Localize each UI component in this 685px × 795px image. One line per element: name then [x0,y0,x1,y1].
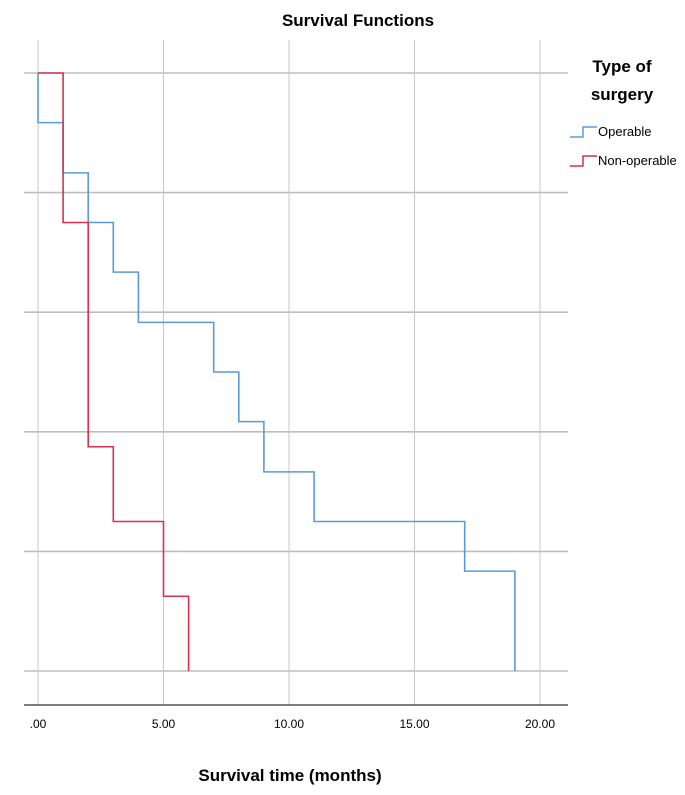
series-layer [37,72,516,671]
x-tick-label-3: 15.00 [399,717,429,731]
x-tick-label-2: 10.00 [274,717,304,731]
legend-swatch-non-operable [570,155,597,167]
grid-lines [24,40,568,705]
legend-label-operable: Operable [598,124,651,139]
legend-label-non-operable: Non-operable [598,153,677,168]
x-axis-label: Survival time (months) [198,766,381,785]
legend: Type of surgery Operable Non-operable [570,57,677,168]
series-line-non-operable [38,72,190,671]
x-tick-label-1: 5.00 [152,717,176,731]
x-tick-labels: .00 5.00 10.00 15.00 20.00 [30,717,556,731]
legend-title-line1: Type of [592,57,652,76]
series-line-operable [37,73,516,671]
legend-title-line2: surgery [591,85,654,104]
chart-title: Survival Functions [282,11,434,30]
legend-swatch-operable [570,126,597,138]
x-tick-label-0: .00 [30,717,47,731]
x-tick-label-4: 20.00 [525,717,555,731]
legend-items: Operable Non-operable [570,124,677,168]
